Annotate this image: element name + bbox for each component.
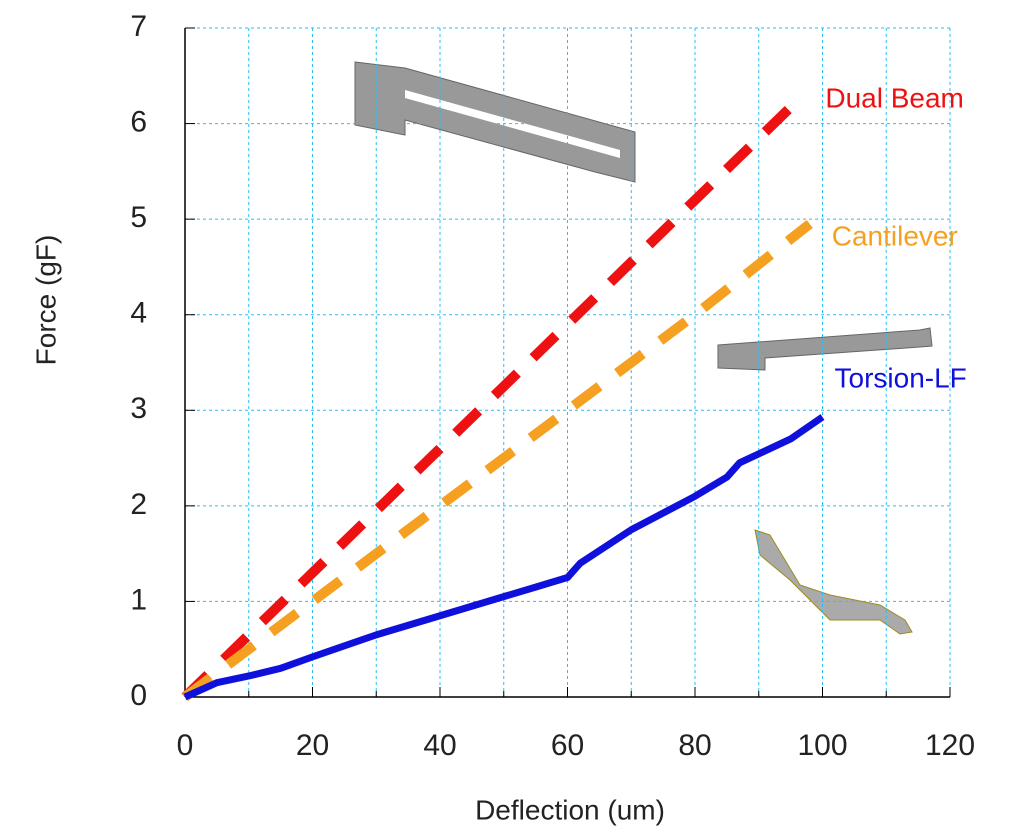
- series-label: Cantilever: [832, 220, 958, 251]
- series-line: [185, 95, 803, 697]
- y-tick-label: 2: [130, 488, 147, 521]
- part-illustrations: [355, 62, 932, 634]
- x-tick-label: 60: [551, 729, 584, 762]
- y-tick-label: 3: [130, 392, 147, 425]
- x-tick-label: 100: [797, 729, 847, 762]
- y-tick-label: 4: [130, 297, 147, 330]
- series-label: Dual Beam: [825, 82, 964, 113]
- x-tick-label: 80: [678, 729, 711, 762]
- y-tick-label: 1: [130, 583, 147, 616]
- series-line: [185, 224, 810, 697]
- y-tick-label: 6: [130, 105, 147, 138]
- torsion-part: [755, 530, 912, 634]
- x-tick-label: 20: [296, 729, 329, 762]
- series-label: Torsion-LF: [835, 362, 967, 393]
- y-tick-label: 0: [130, 679, 147, 712]
- chart: Deflection (um) Force (gF) 0204060801001…: [0, 0, 1023, 834]
- x-tick-label: 120: [925, 729, 975, 762]
- y-tick-label: 5: [130, 201, 147, 234]
- y-axis-title: Force (gF): [30, 235, 61, 366]
- x-tick-label: 40: [423, 729, 456, 762]
- x-tick-label: 0: [177, 729, 194, 762]
- x-axis-title: Deflection (um): [475, 794, 665, 825]
- y-tick-label: 7: [130, 10, 147, 43]
